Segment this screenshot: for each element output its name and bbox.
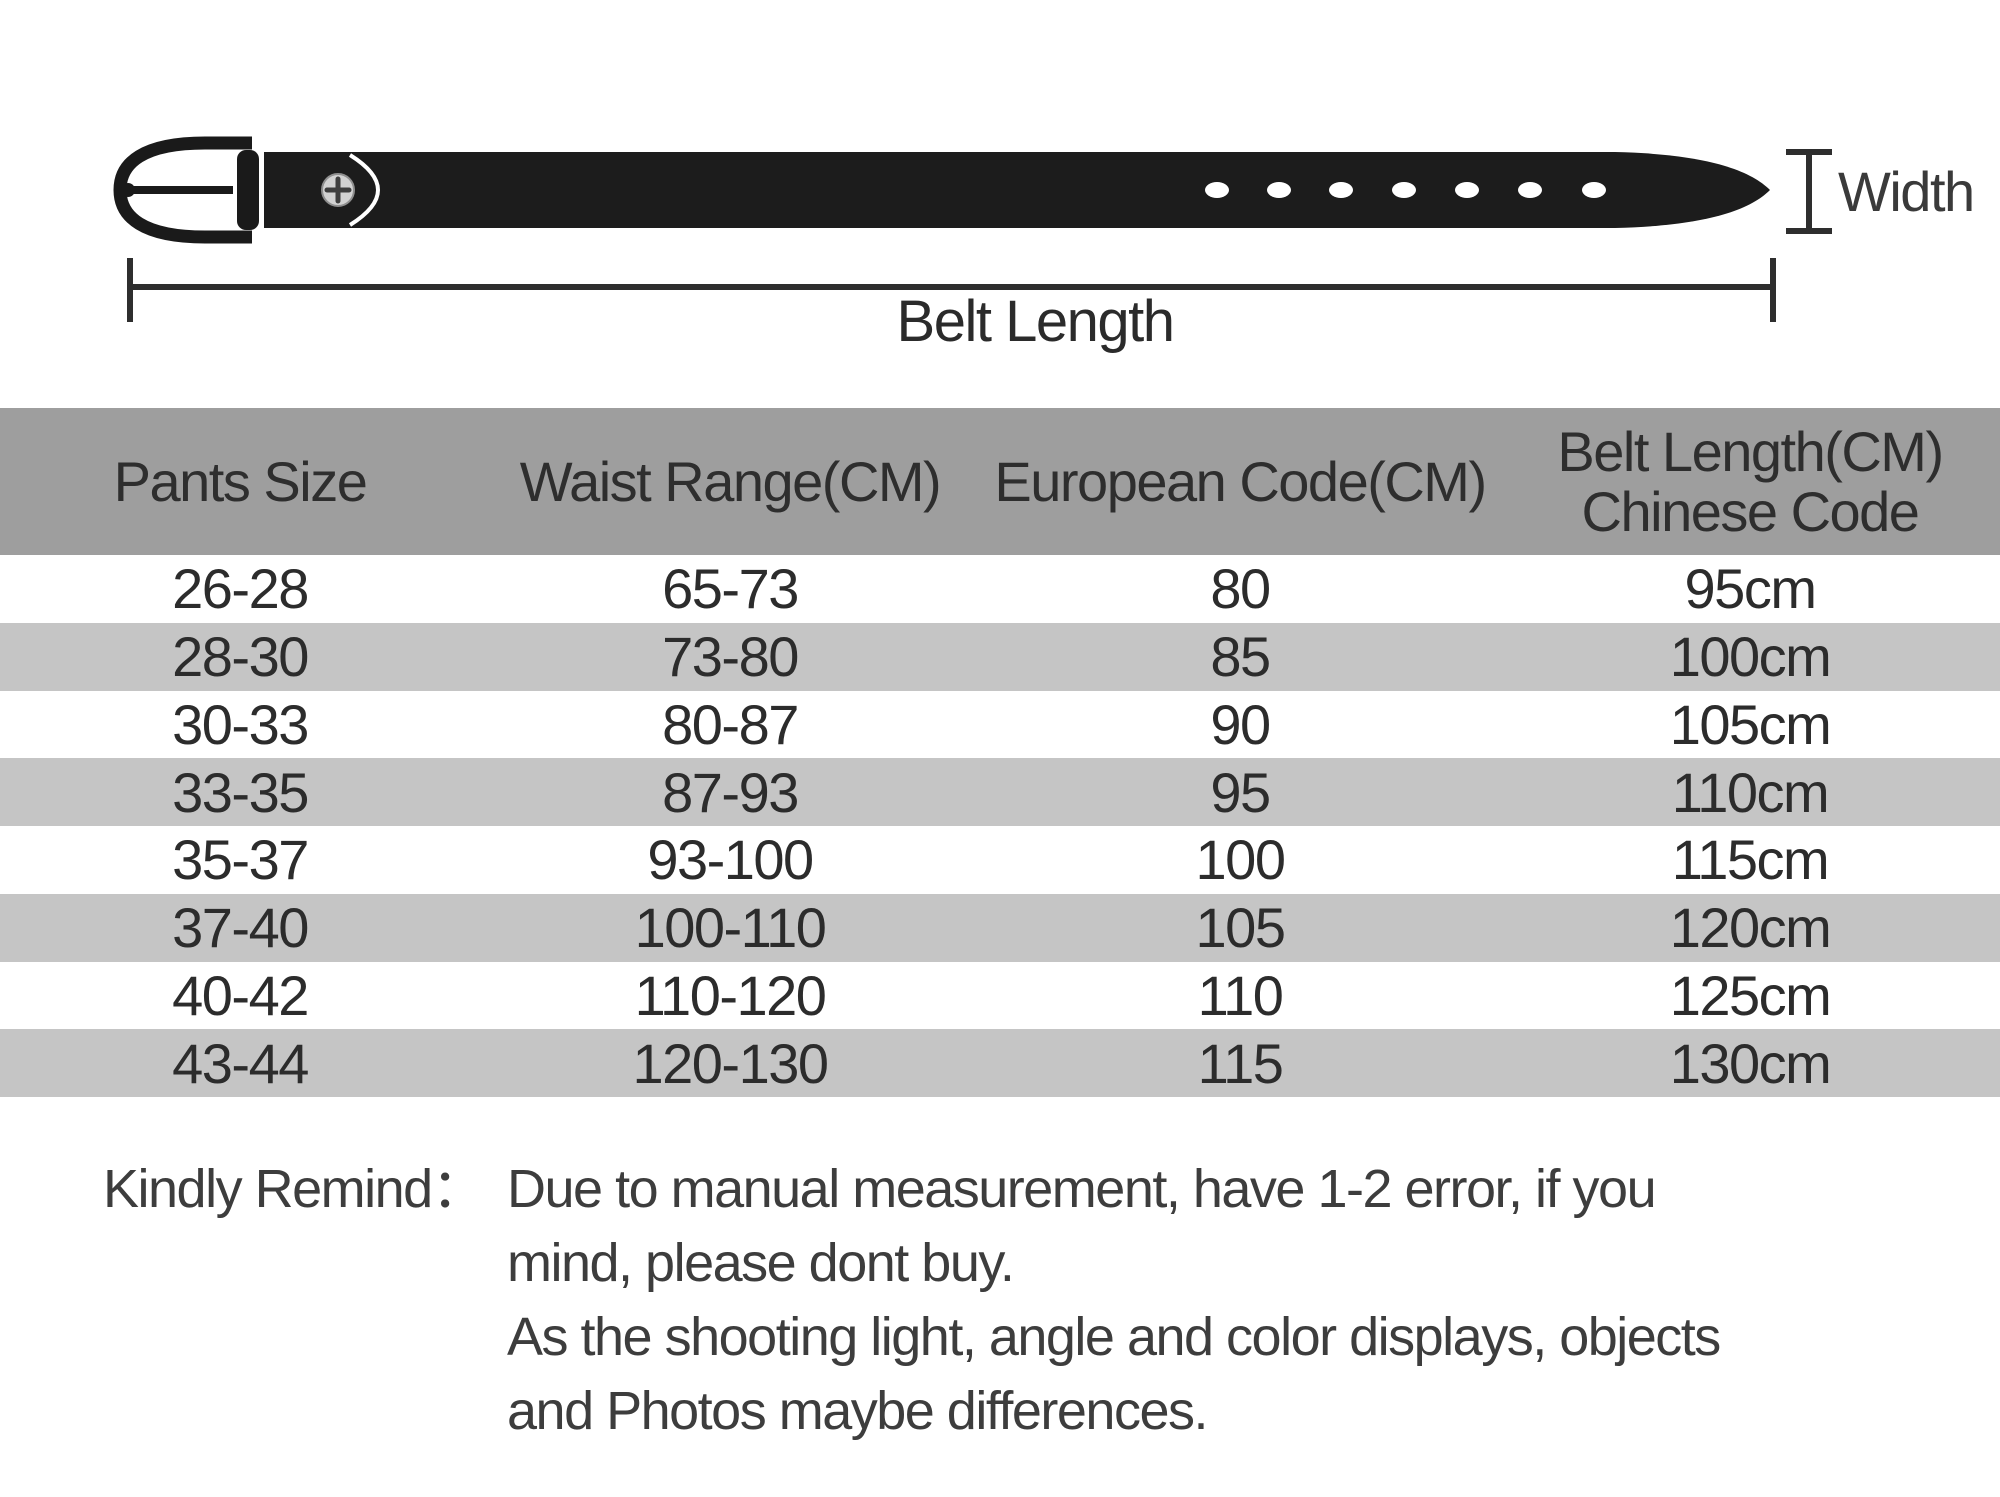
remind-line: Due to manual measurement, have 1-2 erro… [507, 1159, 1657, 1219]
belt-buckle-icon [113, 136, 259, 244]
strap-body [264, 152, 1770, 228]
table-cell: 115 [1197, 1031, 1284, 1095]
size-table: Pants Size Waist Range(CM) European Code(C… [0, 408, 2000, 1097]
table-row: 35-37 93-100 100 115cm [0, 826, 2000, 894]
width-dimension-bracket [1786, 149, 1832, 234]
table-cell: 87-93 [662, 760, 799, 824]
table-cell: 90 [1210, 692, 1271, 756]
belt-strap [264, 152, 1770, 228]
table-row: 28-30 73-80 85 100cm [0, 622, 2000, 691]
table-cell: 105 [1195, 896, 1286, 960]
table-cell: 80 [1210, 557, 1271, 621]
table-cell: 100-110 [634, 896, 827, 960]
table-cell: 100 [1195, 828, 1286, 892]
buckle-prong-pivot [121, 183, 135, 197]
table-row: 43-44 120-130 115 130cm [0, 1029, 2000, 1097]
belt-length-label: Belt Length [897, 289, 1174, 354]
header-cell: Waist Range(CM) [519, 449, 942, 513]
table-cell: 110 [1197, 963, 1284, 1027]
header-cell: European Code(CM) [994, 449, 1487, 513]
belt-length-dimension-line [127, 258, 1776, 322]
table-cell: 130cm [1669, 1031, 1832, 1095]
remind-line: mind, please dont buy. [507, 1233, 1015, 1293]
table-cell: 73-80 [662, 625, 799, 689]
table-header-row: Pants Size Waist Range(CM) European Code(C… [0, 408, 2000, 555]
table-cell: 80-87 [662, 692, 799, 756]
table-cell: 43-44 [172, 1031, 309, 1095]
table-cell: 105cm [1669, 692, 1832, 756]
table-row: 30-33 80-87 90 105cm [0, 690, 2000, 759]
strap-end-cap-seam [348, 153, 380, 227]
table-cell: 120-130 [632, 1031, 829, 1095]
table-cell: 125cm [1669, 963, 1832, 1027]
table-cell: 120cm [1669, 896, 1832, 960]
buckle-fold-bar [237, 150, 259, 230]
table-row: 33-35 87-93 95 110cm [0, 758, 2000, 826]
table-body: 26-28 65-73 80 95cm 28-30 73-80 85 100cm 30-33 80… [0, 555, 2000, 1097]
table-cell: 35-37 [172, 828, 309, 892]
table-cell: 40-42 [172, 963, 309, 1027]
table-cell: 26-28 [172, 557, 309, 621]
table-cell: 100cm [1669, 625, 1832, 689]
table-row: 37-40 100-110 105 120cm [0, 893, 2000, 962]
screw-icon [321, 173, 355, 207]
table-cell: 33-35 [172, 760, 309, 824]
table-row: 40-42 110-120 110 125cm [0, 961, 2000, 1030]
table-cell: 65-73 [662, 557, 799, 621]
table-cell: 37-40 [172, 896, 309, 960]
table-cell: 95cm [1684, 557, 1817, 621]
table-cell: 85 [1210, 625, 1271, 689]
table-cell: 93-100 [647, 828, 814, 892]
header-cell: Belt Length(CM) Chinese Code [1557, 419, 1944, 543]
table-cell: 28-30 [172, 625, 309, 689]
remind-line: As the shooting light, angle and color d… [507, 1307, 1721, 1367]
table-cell: 95 [1210, 760, 1271, 824]
table-cell: 110-120 [634, 963, 827, 1027]
buckle-frame [113, 136, 252, 244]
header-cell: Pants Size [113, 449, 368, 513]
kindly-remind-text: Due to manual measurement, have 1-2 erro… [507, 1152, 1903, 1448]
belt-holes [1205, 182, 1606, 198]
belt-diagram: Width Belt Length [113, 136, 1975, 354]
table-cell: 115cm [1671, 828, 1830, 892]
width-label: Width [1838, 160, 1974, 223]
table-row: 26-28 65-73 80 95cm [0, 555, 2000, 623]
kindly-remind-label: Kindly Remind： [103, 1159, 486, 1219]
table-cell: 30-33 [172, 692, 309, 756]
table-cell: 110cm [1671, 760, 1830, 824]
remind-line: and Photos maybe differences. [507, 1381, 1208, 1441]
